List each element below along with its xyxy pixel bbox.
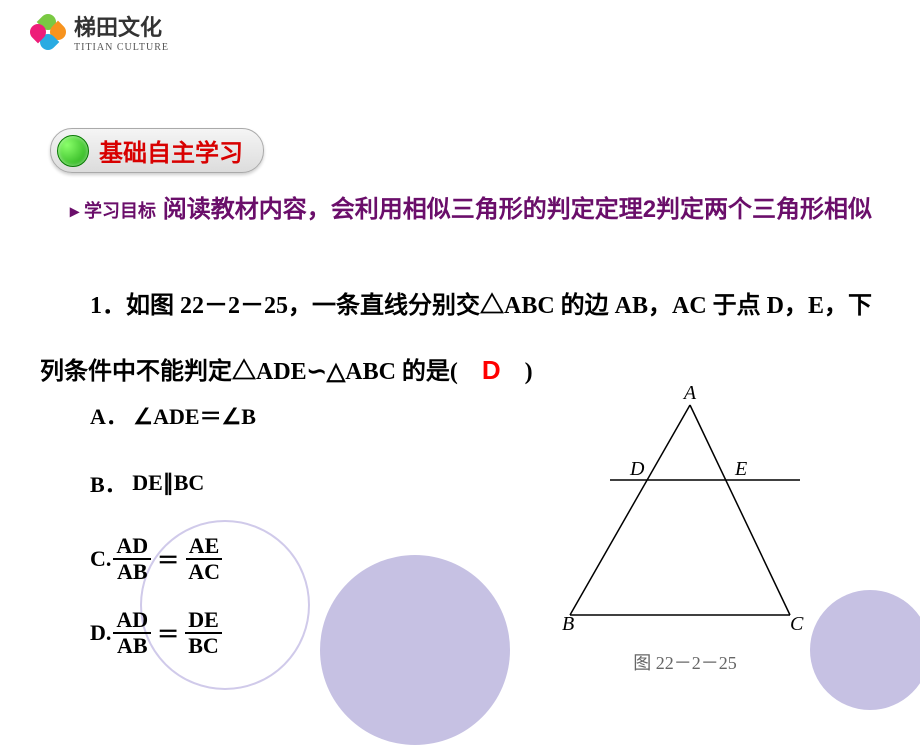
logo-cn-text: 梯田文化 bbox=[74, 10, 169, 42]
option-a: A． ∠ADE＝∠B bbox=[90, 395, 256, 435]
deco-fill-1 bbox=[320, 555, 510, 745]
label-d: D bbox=[629, 458, 645, 480]
triangle-figure: A B C D E 图 22－2－25 bbox=[540, 385, 830, 675]
label-c: C bbox=[790, 613, 804, 635]
option-a-text: ∠ADE＝∠B bbox=[133, 399, 256, 431]
logo-icon bbox=[30, 14, 66, 50]
option-b-text: DE∥BC bbox=[132, 470, 204, 496]
answer-letter: D bbox=[482, 355, 501, 385]
label-b: B bbox=[562, 613, 574, 635]
equals-icon: ＝ bbox=[157, 617, 179, 649]
option-c-label: C. bbox=[90, 546, 111, 572]
option-c-frac1: AD AB bbox=[113, 534, 151, 584]
option-d: D. AD AB ＝ DE BC bbox=[90, 605, 256, 661]
option-c-frac2: AE AC bbox=[185, 534, 223, 584]
learning-objective: ▸ 学习目标 阅读教材内容，会利用相似三角形的判定定理2判定两个三角形相似 bbox=[70, 192, 880, 228]
logo: 梯田文化 TITIAN CULTURE bbox=[30, 10, 169, 53]
logo-en-text: TITIAN CULTURE bbox=[74, 42, 169, 53]
equals-icon: ＝ bbox=[157, 543, 179, 575]
section-badge: 基础自主学习 bbox=[50, 128, 264, 173]
figure-caption: 图 22－2－25 bbox=[540, 649, 830, 675]
objective-prefix: ▸ 学习目标 bbox=[70, 201, 156, 221]
option-d-frac1: AD AB bbox=[113, 608, 151, 658]
option-a-label: A． bbox=[90, 399, 128, 431]
label-a: A bbox=[682, 385, 697, 404]
option-d-frac2: DE BC bbox=[185, 608, 222, 658]
option-c: C. AD AB ＝ AE AC bbox=[90, 531, 256, 587]
option-b: B． DE∥BC bbox=[90, 463, 256, 503]
objective-text: 阅读教材内容，会利用相似三角形的判定定理2判定两个三角形相似 bbox=[156, 196, 872, 223]
question-number: 1． bbox=[90, 293, 126, 319]
section-title: 基础自主学习 bbox=[99, 133, 243, 168]
badge-dot-icon bbox=[57, 135, 89, 167]
question-text-1: 如图 22－2－25，一条直线分别交△ABC 的边 AB，AC 于点 D，E，下… bbox=[40, 293, 872, 385]
options-list: A． ∠ADE＝∠B B． DE∥BC C. AD AB ＝ AE AC D. … bbox=[90, 395, 256, 679]
question-text-2: ) bbox=[501, 359, 533, 385]
option-d-label: D. bbox=[90, 620, 111, 646]
label-e: E bbox=[734, 458, 747, 480]
option-b-label: B． bbox=[90, 467, 127, 499]
triangle-svg: A B C D E bbox=[540, 385, 830, 645]
